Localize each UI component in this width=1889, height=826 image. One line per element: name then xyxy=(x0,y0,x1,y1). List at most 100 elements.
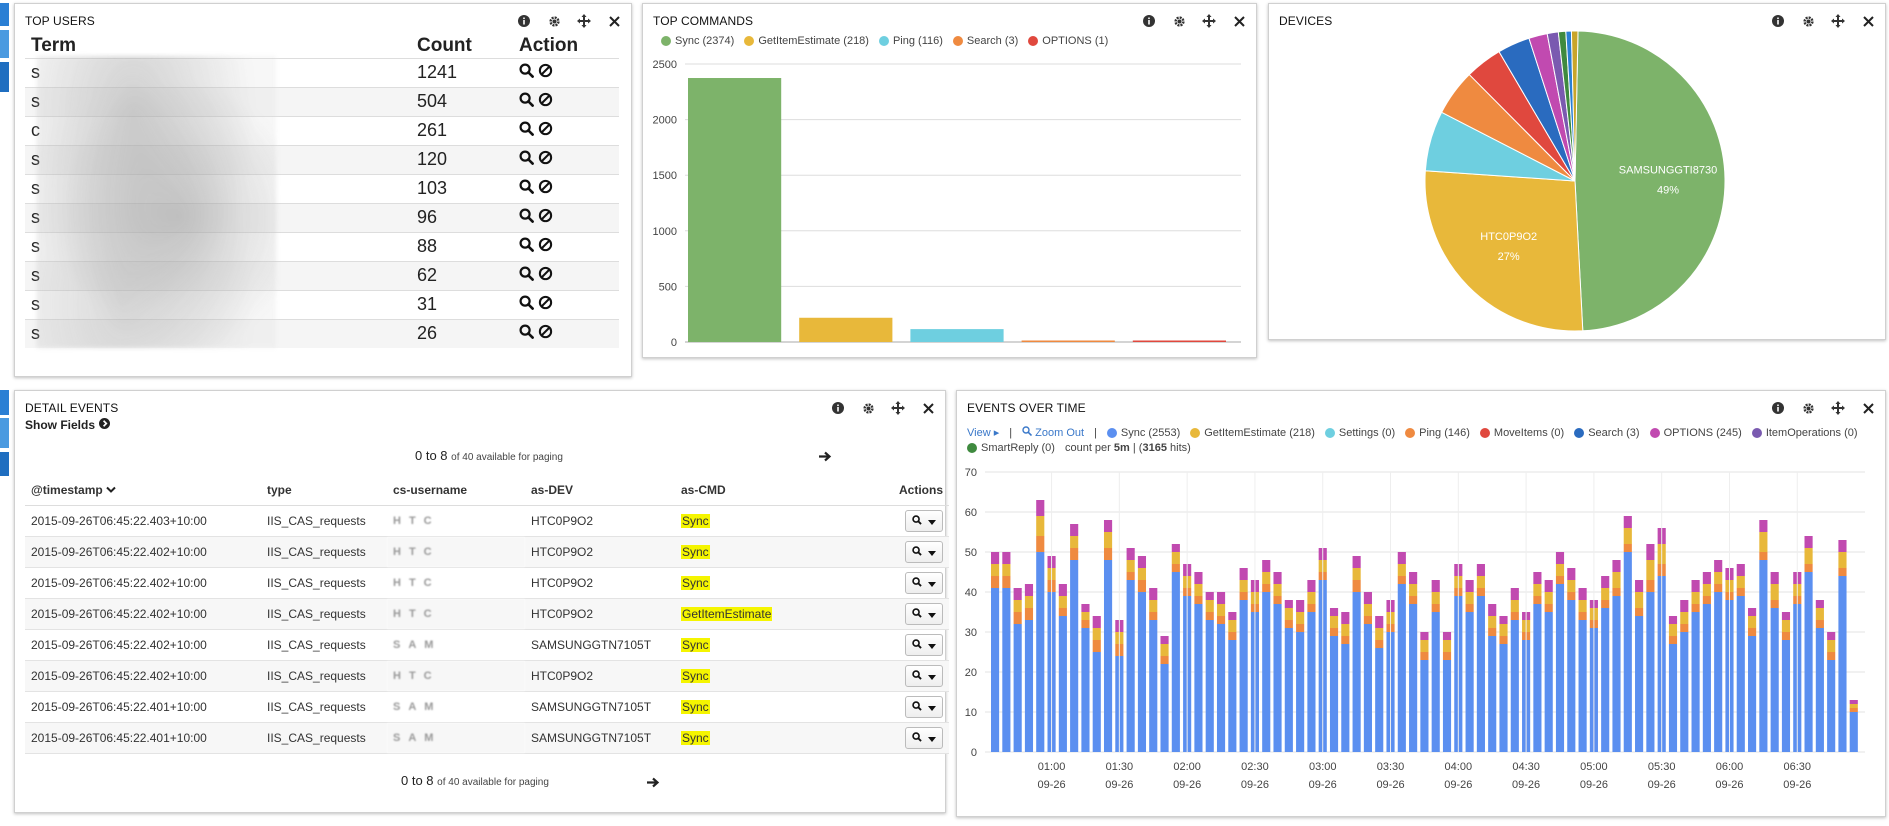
search-icon[interactable] xyxy=(519,120,534,141)
device-cell: HTC0P9O2 xyxy=(525,536,675,568)
ban-icon[interactable] xyxy=(538,236,553,257)
move-icon[interactable] xyxy=(889,400,907,416)
table-row: s 26 xyxy=(25,318,619,348)
paging-note: of 40 available for paging xyxy=(437,777,549,788)
legend-item[interactable]: OPTIONS (1) xyxy=(1028,35,1108,47)
table-row[interactable]: 2015-09-26T06:45:22.402+10:00 IIS_CAS_req… xyxy=(25,629,949,661)
info-icon[interactable] xyxy=(1140,13,1158,29)
legend-item[interactable]: Ping (146) xyxy=(1405,427,1470,439)
search-icon[interactable] xyxy=(519,323,534,344)
close-icon[interactable] xyxy=(1859,13,1877,29)
next-page-arrow-icon[interactable] xyxy=(647,775,660,793)
row-actions-button[interactable] xyxy=(905,571,943,594)
count-cell: 26 xyxy=(411,318,513,348)
search-icon[interactable] xyxy=(519,294,534,315)
close-icon[interactable] xyxy=(605,13,623,29)
row-actions-button[interactable] xyxy=(905,509,943,532)
gear-icon[interactable] xyxy=(1799,13,1817,29)
bar-segment-GetItemEstimate xyxy=(1329,616,1339,628)
ban-icon[interactable] xyxy=(538,207,553,228)
info-icon[interactable] xyxy=(1769,13,1787,29)
table-row[interactable]: 2015-09-26T06:45:22.401+10:00 IIS_CAS_req… xyxy=(25,691,949,723)
move-icon[interactable] xyxy=(575,13,593,29)
ban-icon[interactable] xyxy=(538,120,553,141)
column-header-count[interactable]: Count xyxy=(417,34,472,56)
ban-icon[interactable] xyxy=(538,265,553,286)
legend-item[interactable]: SmartReply (0) xyxy=(967,442,1055,454)
ban-icon[interactable] xyxy=(538,91,553,112)
close-icon[interactable] xyxy=(1230,13,1248,29)
info-icon[interactable] xyxy=(1769,400,1787,416)
search-icon[interactable] xyxy=(519,149,534,170)
table-row[interactable]: 2015-09-26T06:45:22.402+10:00 IIS_CAS_req… xyxy=(25,536,949,568)
command-cell: Sync xyxy=(675,505,879,537)
next-page-arrow-icon[interactable] xyxy=(819,449,832,467)
search-icon[interactable] xyxy=(519,91,534,112)
close-icon[interactable] xyxy=(919,400,937,416)
action-cell xyxy=(513,318,619,348)
move-icon[interactable] xyxy=(1829,400,1847,416)
zoom-out-button[interactable]: Zoom Out xyxy=(1022,426,1084,439)
legend-item[interactable]: Sync (2553) xyxy=(1106,427,1180,439)
table-row[interactable]: 2015-09-26T06:45:22.402+10:00 IIS_CAS_req… xyxy=(25,660,949,692)
search-icon[interactable] xyxy=(519,178,534,199)
view-menu[interactable]: View ▸ xyxy=(967,427,1000,439)
legend-item[interactable]: Search (3) xyxy=(1574,427,1640,439)
gear-icon[interactable] xyxy=(545,13,563,29)
bar-segment-Sync xyxy=(1533,604,1542,752)
ban-icon[interactable] xyxy=(538,62,553,83)
column-header-timestamp[interactable]: @timestamp xyxy=(25,475,261,506)
caret-down-icon xyxy=(928,638,936,652)
move-icon[interactable] xyxy=(1829,13,1847,29)
search-icon xyxy=(912,669,922,683)
bar-segment-GetItemEstimate xyxy=(1296,612,1305,624)
gear-icon[interactable] xyxy=(1170,13,1188,29)
bar-segment-Ping xyxy=(1273,596,1282,604)
info-icon[interactable] xyxy=(515,13,533,29)
table-row[interactable]: 2015-09-26T06:45:22.403+10:00 IIS_CAS_req… xyxy=(25,505,949,537)
row-actions-button[interactable] xyxy=(905,602,943,625)
legend-item[interactable]: Search (3) xyxy=(952,35,1018,47)
search-icon[interactable] xyxy=(519,236,534,257)
legend-item[interactable]: MoveItems (0) xyxy=(1479,427,1564,439)
show-fields-link[interactable]: Show Fields xyxy=(25,418,111,432)
ban-icon[interactable] xyxy=(538,178,553,199)
table-row[interactable]: 2015-09-26T06:45:22.402+10:00 IIS_CAS_req… xyxy=(25,598,949,630)
legend-item[interactable]: Sync (2374) xyxy=(661,35,734,47)
bar-segment-Sync xyxy=(1748,636,1757,752)
move-icon[interactable] xyxy=(1200,13,1218,29)
table-row: s 62 xyxy=(25,260,619,290)
ban-icon[interactable] xyxy=(538,323,553,344)
legend-item[interactable]: ItemOperations (0) xyxy=(1751,427,1858,439)
legend-item[interactable]: GetItemEstimate (218) xyxy=(744,35,869,47)
legend-item[interactable]: OPTIONS (245) xyxy=(1649,427,1742,439)
ban-icon[interactable] xyxy=(538,294,553,315)
column-header-cs-username[interactable]: cs-username xyxy=(387,475,525,506)
column-header-term[interactable]: Term xyxy=(31,34,77,56)
ban-icon[interactable] xyxy=(538,149,553,170)
bar-segment-Sync xyxy=(1058,616,1067,752)
legend-item[interactable]: GetItemEstimate (218) xyxy=(1190,427,1315,439)
gear-icon[interactable] xyxy=(859,400,877,416)
row-actions-button[interactable] xyxy=(905,664,943,687)
y-tick-label: 40 xyxy=(965,587,977,599)
row-actions-button[interactable] xyxy=(905,540,943,563)
search-icon[interactable] xyxy=(519,207,534,228)
search-icon[interactable] xyxy=(519,265,534,286)
legend-item[interactable]: Ping (116) xyxy=(878,35,943,47)
table-row[interactable]: 2015-09-26T06:45:22.402+10:00 IIS_CAS_req… xyxy=(25,567,949,599)
search-icon[interactable] xyxy=(519,62,534,83)
gear-icon[interactable] xyxy=(1799,400,1817,416)
column-header-as-dev[interactable]: as-DEV xyxy=(525,475,675,506)
panel-controls xyxy=(1769,400,1877,416)
legend-item[interactable]: Settings (0) xyxy=(1324,427,1395,439)
close-icon[interactable] xyxy=(1859,400,1877,416)
count-cell: 261 xyxy=(411,115,513,145)
row-actions-button[interactable] xyxy=(905,726,943,749)
column-header-type[interactable]: type xyxy=(261,475,387,506)
row-actions-button[interactable] xyxy=(905,695,943,718)
column-header-as-cmd[interactable]: as-CMD xyxy=(675,475,879,506)
table-row[interactable]: 2015-09-26T06:45:22.401+10:00 IIS_CAS_req… xyxy=(25,722,949,754)
row-actions-button[interactable] xyxy=(905,633,943,656)
info-icon[interactable] xyxy=(829,400,847,416)
